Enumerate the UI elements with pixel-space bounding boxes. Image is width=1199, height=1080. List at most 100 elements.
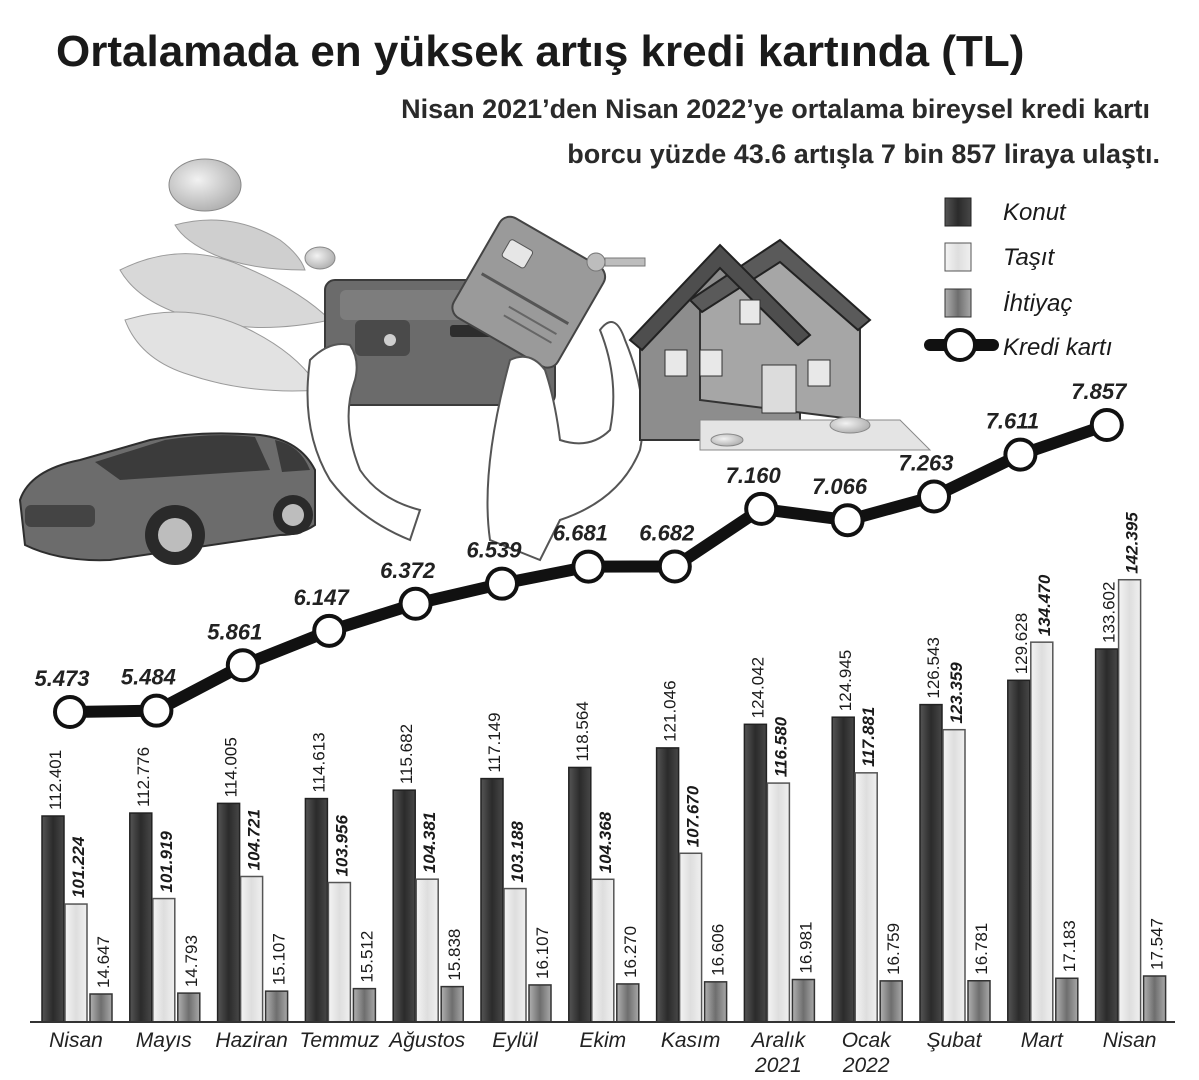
category-label-3: Temmuz [300, 1029, 380, 1052]
kredi-karti-point-1 [139, 693, 174, 728]
bar-group-3: 114.613 103.956 15.512 [304, 732, 377, 1023]
category-sublabel-8: 2021 [754, 1054, 802, 1077]
legend-label-konut: Konut [1003, 199, 1067, 226]
bar-tasit-4 [415, 878, 439, 1023]
chart-title: Ortalamada en yüksek artış kredi kartınd… [56, 27, 1024, 76]
category-label-0: Nisan [49, 1029, 103, 1052]
bar-tasit-5 [503, 887, 527, 1023]
bar-tasit-6 [591, 878, 615, 1023]
category-label-5: Eylül [492, 1029, 539, 1052]
bar-tasit-10 [942, 728, 966, 1023]
bar-label-ihtiyac-0: 14.647 [94, 936, 113, 988]
bar-label-konut-5: 117.149 [485, 712, 504, 772]
bar-label-ihtiyac-7: 16.606 [709, 924, 728, 976]
house-icon [628, 238, 932, 451]
money-icon [119, 158, 336, 392]
credit-card-icon [451, 215, 607, 369]
bar-label-tasit-4: 104.381 [420, 812, 439, 873]
bar-tasit-0 [64, 903, 88, 1023]
kredi-karti-point-5 [485, 566, 519, 601]
illustration [18, 158, 932, 565]
bar-konut-8 [743, 723, 768, 1023]
kredi-karti-label-0: 5.473 [34, 666, 89, 691]
bar-label-ihtiyac-6: 16.270 [621, 926, 640, 978]
bar-label-ihtiyac-9: 16.759 [884, 923, 903, 975]
category-sublabel-9: 2022 [842, 1054, 890, 1077]
kredi-karti-line: 5.473 5.484 5.861 6.147 6.372 6.539 6.681 6.682… [34, 379, 1128, 729]
category-label-7: Kasım [661, 1029, 721, 1052]
legend: Konut Taşıt İhtiyaç Kredi kartı [924, 197, 1112, 362]
bar-label-ihtiyac-10: 16.781 [972, 923, 991, 975]
kredi-karti-label-2: 5.861 [207, 619, 262, 644]
bar-label-tasit-2: 104.721 [245, 809, 264, 870]
bar-label-konut-8: 124.042 [748, 657, 767, 718]
chart-subtitle-line2: borcu yüzde 43.6 artışla 7 bin 857 liray… [567, 139, 1160, 169]
chart-subtitle-line1: Nisan 2021’den Nisan 2022’ye ortalama bi… [401, 94, 1150, 124]
bar-label-ihtiyac-11: 17.183 [1060, 920, 1079, 972]
bar-konut-1 [129, 812, 153, 1023]
bars: 112.401 101.224 14.647 112.776 101.919 14.793… [41, 512, 1167, 1023]
kredi-karti-point-0 [53, 695, 87, 729]
bar-label-tasit-12: 142.395 [1123, 512, 1142, 574]
bar-tasit-7 [678, 852, 703, 1023]
kredi-karti-label-1: 5.484 [121, 665, 176, 690]
kredi-karti-point-3 [312, 613, 347, 648]
bar-label-tasit-9: 117.881 [859, 707, 878, 767]
bar-group-0: 112.401 101.224 14.647 [41, 750, 113, 1023]
bar-ihtiyac-3 [352, 987, 377, 1023]
legend-label-ihtiyac: İhtiyaç [1003, 290, 1072, 317]
legend-item-konut: Konut [944, 197, 1067, 227]
bar-konut-11 [1007, 679, 1031, 1023]
kredi-karti-label-7: 6.682 [639, 520, 695, 545]
bar-label-konut-11: 129.628 [1012, 613, 1031, 674]
bar-label-ihtiyac-2: 15.107 [270, 933, 289, 985]
bar-ihtiyac-9 [879, 980, 903, 1023]
bar-ihtiyac-1 [177, 992, 201, 1023]
bar-konut-10 [919, 703, 943, 1023]
bar-konut-2 [216, 802, 241, 1023]
bar-ihtiyac-4 [440, 985, 464, 1023]
kredi-karti-point-4 [398, 586, 433, 621]
bar-tasit-12 [1117, 578, 1142, 1023]
category-label-8: Aralık [750, 1029, 807, 1052]
kredi-karti-label-12: 7.857 [1071, 379, 1128, 404]
bar-label-konut-12: 133.602 [1100, 582, 1119, 643]
kredi-karti-label-10: 7.263 [898, 451, 953, 476]
category-label-9: Ocak [842, 1029, 893, 1052]
bar-konut-3 [304, 797, 329, 1023]
kredi-karti-point-10 [917, 479, 951, 514]
bar-label-tasit-8: 116.580 [771, 716, 790, 777]
bar-group-1: 112.776 101.919 14.793 [129, 747, 201, 1023]
bar-group-10: 126.543 123.359 16.781 [919, 637, 991, 1023]
kredi-karti-point-7 [657, 549, 692, 584]
bar-label-ihtiyac-3: 15.512 [357, 931, 376, 983]
kredi-karti-point-2 [225, 648, 260, 683]
category-label-4: Ağustos [387, 1029, 465, 1052]
kredi-karti-label-11: 7.611 [986, 409, 1039, 434]
kredi-karti-point-6 [571, 549, 606, 584]
bar-tasit-1 [152, 897, 176, 1023]
bar-label-konut-6: 118.564 [573, 701, 592, 761]
bar-group-5: 117.149 103.188 16.107 [480, 712, 552, 1023]
kredi-karti-point-8 [744, 491, 779, 526]
bar-label-konut-2: 114.005 [222, 737, 241, 797]
bar-tasit-8 [766, 782, 791, 1023]
category-labels: Nisan Mayıs Haziran Temmuz Ağustos Eylül Ekim K… [49, 1029, 1156, 1077]
bar-group-6: 118.564 104.368 16.270 [568, 701, 640, 1023]
bar-ihtiyac-6 [616, 983, 640, 1023]
kredi-karti-point-9 [830, 503, 865, 538]
kredi-karti-label-5: 6.539 [466, 538, 522, 563]
bar-label-konut-7: 121.046 [661, 680, 680, 741]
bar-label-tasit-7: 107.670 [684, 785, 703, 847]
key-icon [586, 252, 646, 272]
bar-konut-4 [392, 789, 416, 1023]
bar-label-konut-9: 124.945 [836, 650, 855, 711]
bar-konut-12 [1094, 648, 1119, 1023]
bar-label-konut-0: 112.401 [46, 750, 65, 810]
bar-group-7: 121.046 107.670 16.606 [655, 680, 728, 1023]
bar-ihtiyac-7 [703, 981, 728, 1023]
kredi-karti-point-12 [1089, 408, 1124, 442]
